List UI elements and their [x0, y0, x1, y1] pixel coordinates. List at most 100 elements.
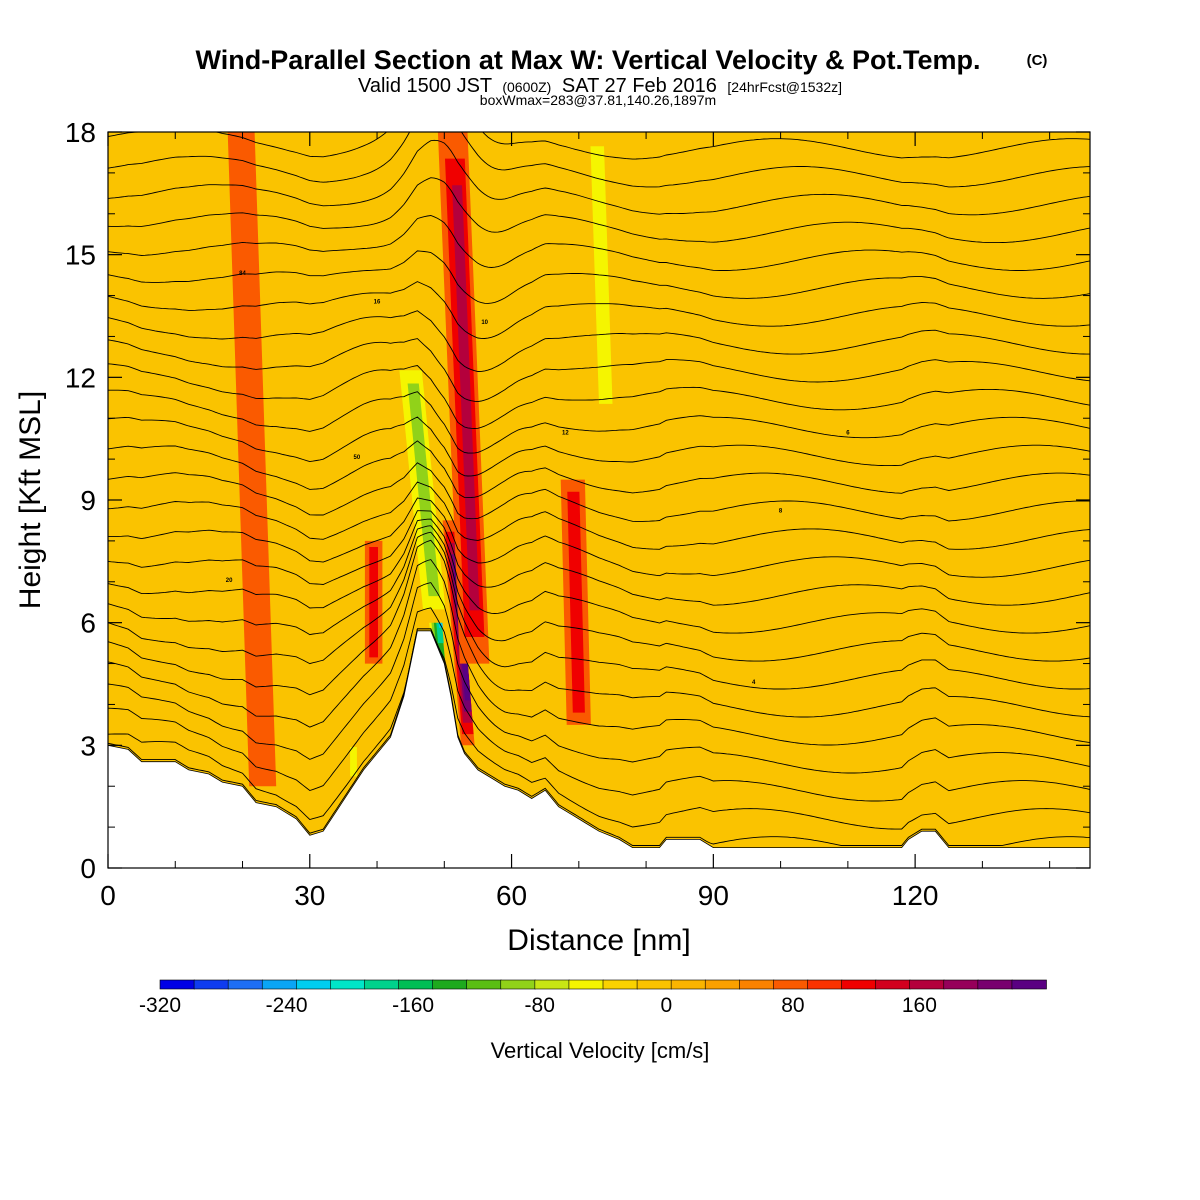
- axis-ticks: 0 30 60 90 120 0 3 6 9 12 15 18: [65, 117, 1090, 911]
- plot-area: 84 50 20 16 10 12 8 6 4: [108, 132, 1090, 868]
- valid-line: Valid 1500 JST (0600Z) SAT 27 Feb 2016 […: [358, 75, 842, 97]
- colorbar-label: -240: [266, 994, 308, 1017]
- w-band-4-1: [567, 491, 585, 713]
- potential-temperature-contours: [108, 132, 1090, 846]
- y-tick-label: 6: [80, 608, 96, 639]
- contour-label: 20: [226, 578, 233, 584]
- colorbar-swatch: [636, 979, 672, 990]
- colorbar-swatch: [1011, 979, 1047, 990]
- w-band-3-2: [452, 185, 480, 611]
- contour-label: 50: [354, 455, 361, 461]
- theta-contour-15: [108, 389, 1090, 454]
- colorbar-swatch: [500, 979, 536, 990]
- theta-contour-10: [108, 497, 1090, 578]
- theta-contour-7: [108, 525, 1090, 662]
- terrain: [108, 630, 1090, 868]
- theta-contour-6: [108, 531, 1090, 690]
- colorbar-swatch: [261, 979, 298, 990]
- copyright-mark: (C): [1027, 52, 1048, 69]
- x-tick-label: 60: [496, 880, 527, 911]
- colorbar-swatch: [739, 979, 775, 990]
- x-tick-label: 0: [100, 880, 116, 911]
- w-band-5-1: [369, 547, 378, 658]
- valid-date: SAT 27 Feb 2016: [562, 75, 717, 97]
- colorbar-swatch: [330, 979, 366, 990]
- colorbar-swatch: [602, 979, 638, 990]
- theta-contour-17: [108, 338, 1090, 403]
- theta-contour-2: [108, 607, 1090, 802]
- contour-label: 6: [846, 431, 850, 437]
- y-tick-label: 3: [80, 730, 96, 761]
- theta-contour-24: [108, 132, 1090, 188]
- colorbar-swatch: [398, 979, 434, 990]
- theta-contour-12: [108, 462, 1090, 522]
- w-band-1-2: [407, 383, 440, 597]
- contour-label: 8: [779, 508, 783, 514]
- contour-label: 84: [239, 271, 246, 277]
- theta-contour-9: [108, 510, 1090, 606]
- y-tick-label: 15: [65, 240, 96, 271]
- colorbar-swatch: [841, 979, 877, 990]
- theta-contour-3: [108, 582, 1090, 774]
- y-tick-label: 12: [65, 362, 96, 393]
- colorbar-swatch: [704, 979, 741, 990]
- colorbar-swatch: [875, 979, 911, 990]
- colorbar-swatch: [807, 979, 843, 990]
- theta-contour-8: [108, 518, 1090, 634]
- colorbar-swatch: [193, 979, 229, 990]
- colorbar-label: 80: [781, 994, 804, 1017]
- x-tick-label: 30: [294, 880, 325, 911]
- contour-labels: 84 50 20 16 10 12 8 6 4: [226, 271, 850, 686]
- colorbar-label: 0: [660, 994, 672, 1017]
- theta-contour-11: [108, 481, 1090, 550]
- theta-contour-20: [108, 250, 1090, 304]
- colorbar-swatch: [773, 979, 809, 990]
- colorbar-title: Vertical Velocity [cm/s]: [491, 1038, 710, 1063]
- theta-contour-14: [108, 416, 1090, 477]
- theta-contour-25: [108, 132, 1090, 160]
- y-tick-label: 0: [80, 853, 96, 884]
- contour-label: 4: [752, 680, 756, 686]
- colorbar-swatch: [364, 979, 400, 990]
- theta-contour-16: [108, 363, 1090, 429]
- boxwmax-line: boxWmax=283@37.81,140.26,1897m: [480, 92, 716, 108]
- contour-label: 10: [481, 320, 488, 326]
- forecast-info: [24hrFcst@1532z]: [727, 79, 842, 95]
- theta-contour-4: [108, 559, 1090, 746]
- colorbar-swatch: [296, 979, 332, 990]
- valid-utc: (0600Z): [502, 79, 551, 95]
- theta-contour-0: [108, 628, 1090, 846]
- x-tick-label: 90: [698, 880, 729, 911]
- w-band-6-0: [227, 132, 277, 787]
- colorbar-label: -160: [392, 994, 434, 1017]
- contour-label: 12: [562, 431, 569, 437]
- colorbar-label: -80: [525, 994, 555, 1017]
- valid-prefix: Valid 1500 JST: [358, 75, 492, 97]
- colorbar-label: 160: [902, 994, 937, 1017]
- colorbar-swatch: [159, 979, 195, 990]
- y-axis-title: Height [Kft MSL]: [14, 391, 47, 609]
- contour-label: 16: [374, 300, 381, 306]
- y-tick-label: 18: [65, 117, 96, 148]
- colorbar-swatch: [943, 979, 979, 990]
- colorbar-swatch: [568, 979, 604, 990]
- theta-contour-1: [108, 628, 1090, 830]
- colorbar-label: -320: [139, 994, 181, 1017]
- colorbar-swatch: [534, 979, 570, 990]
- theta-contour-23: [108, 139, 1090, 216]
- w-band-8-1: [350, 747, 357, 777]
- chart-title: Wind-Parallel Section at Max W: Vertical…: [196, 45, 981, 75]
- colorbar-swatch: [909, 979, 945, 990]
- colorbar-swatch: [466, 979, 502, 990]
- theta-contour-5: [108, 539, 1090, 718]
- theta-contour-22: [108, 177, 1090, 244]
- y-tick-label: 9: [80, 485, 96, 516]
- theta-contour-13: [108, 440, 1090, 499]
- theta-contour-21: [108, 215, 1090, 271]
- vertical-velocity-field: [227, 132, 620, 787]
- colorbar: -320 -240 -160 -80 0 80 160: [139, 979, 1047, 1017]
- theta-contour-18: [108, 310, 1090, 372]
- colorbar-swatch: [227, 979, 264, 990]
- x-tick-label: 120: [892, 880, 939, 911]
